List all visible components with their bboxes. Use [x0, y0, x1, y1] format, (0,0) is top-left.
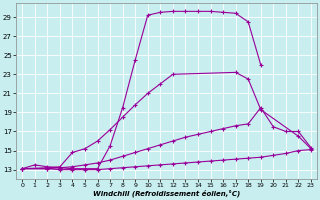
X-axis label: Windchill (Refroidissement éolien,°C): Windchill (Refroidissement éolien,°C): [93, 190, 240, 197]
